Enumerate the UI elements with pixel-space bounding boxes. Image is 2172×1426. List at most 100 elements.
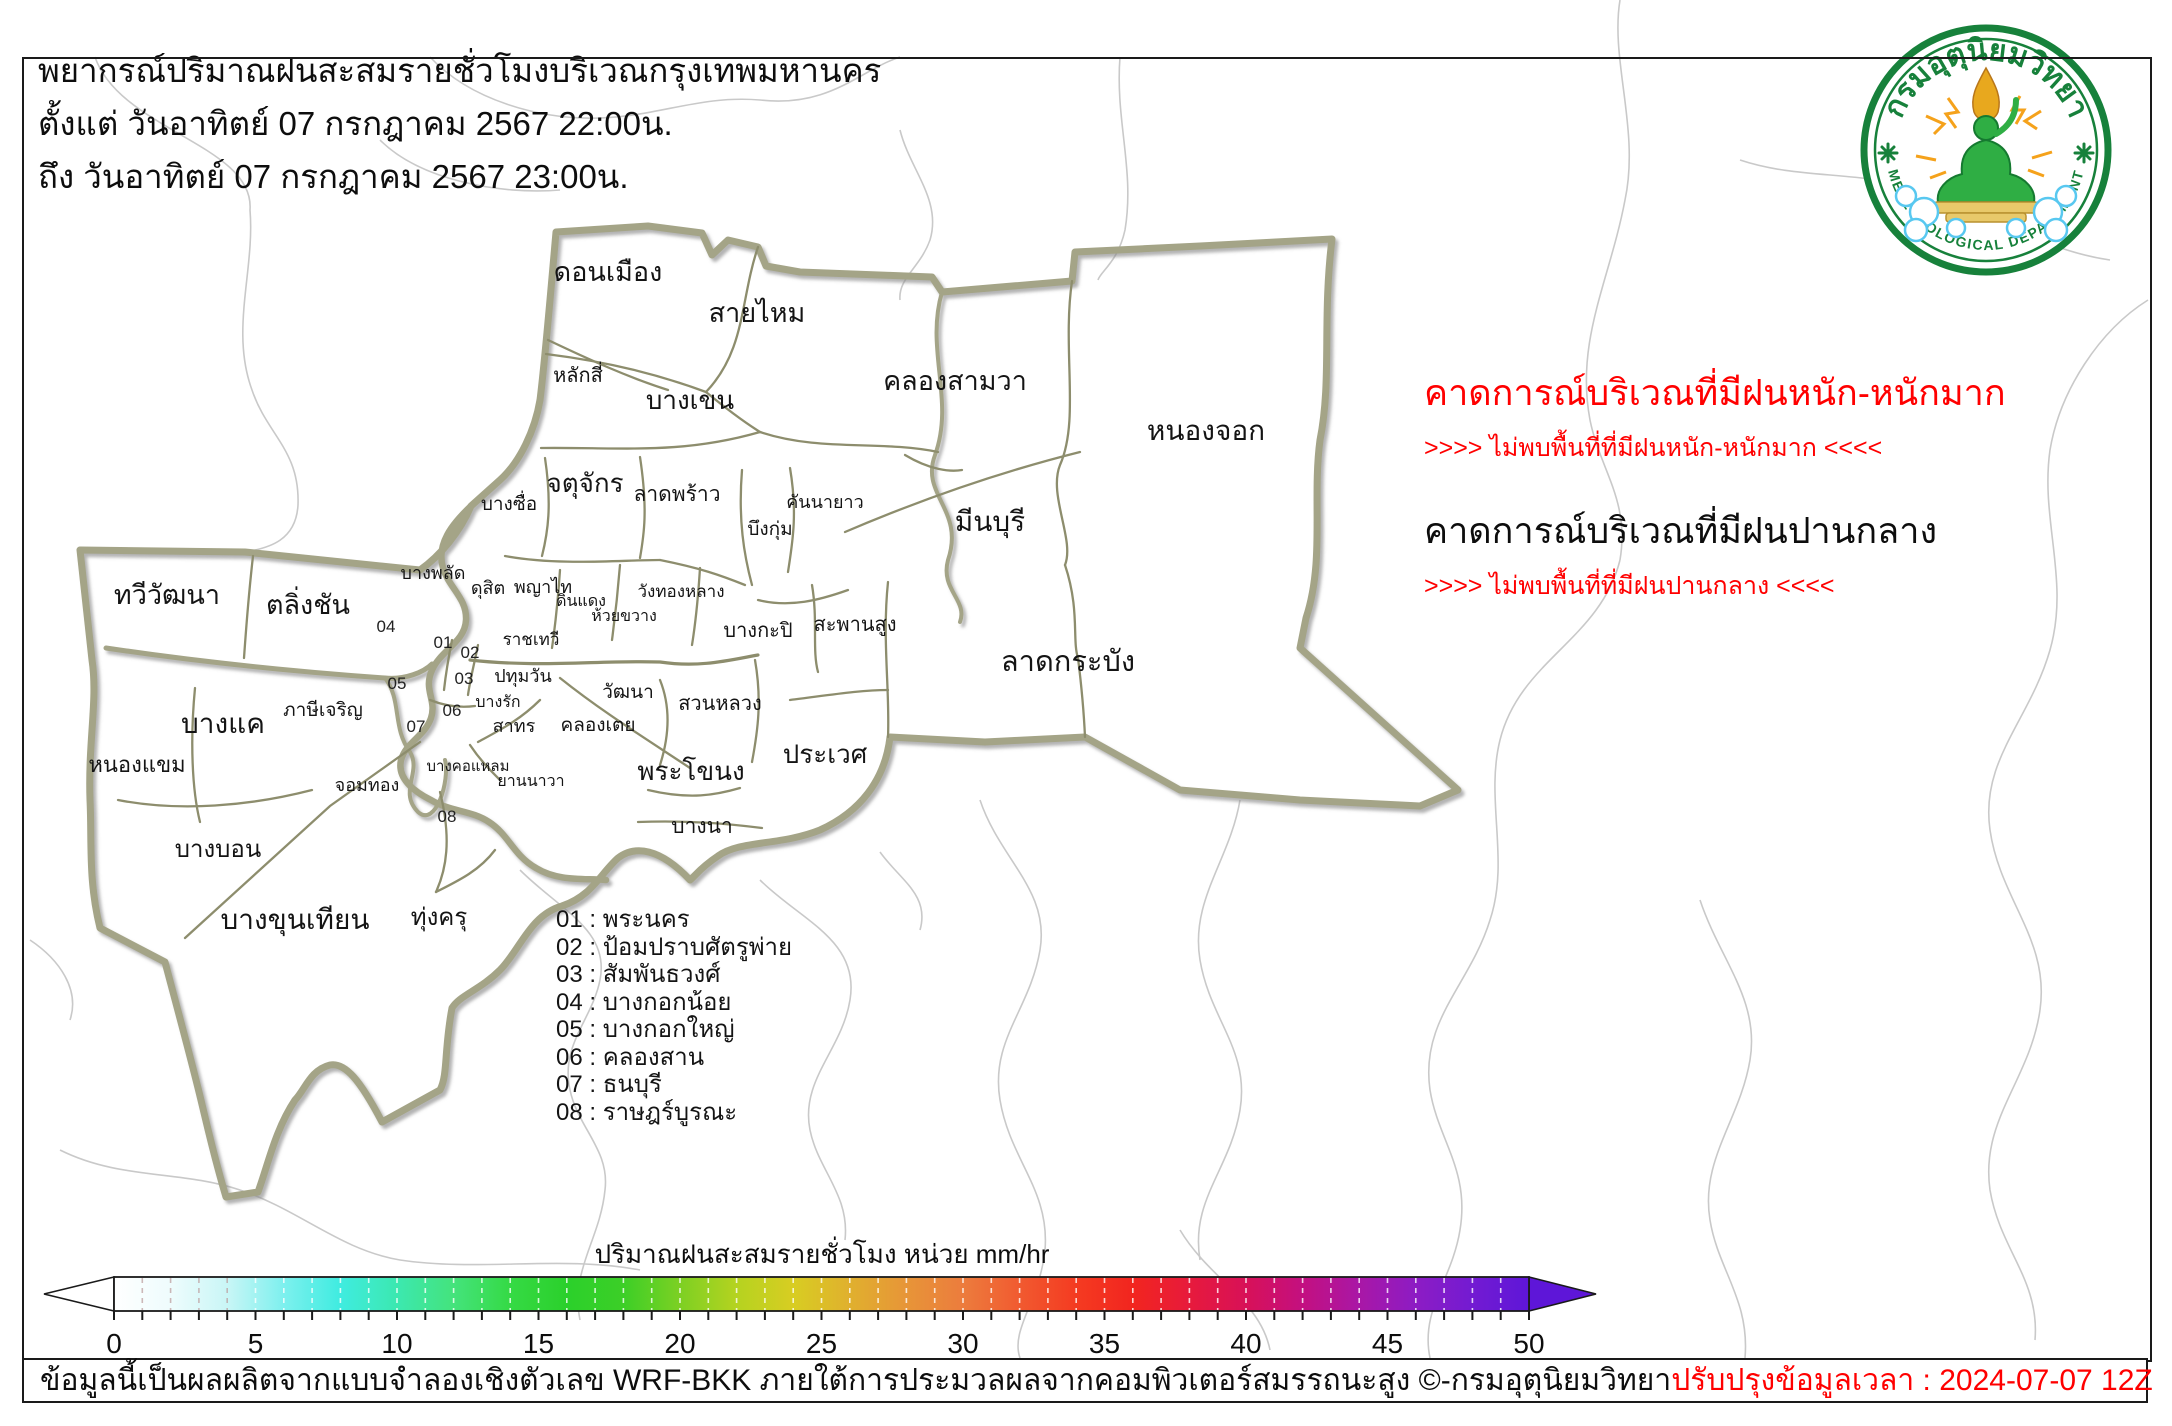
heavy-rain-result: >>>> ไม่พบพื้นที่ที่มีฝนหนัก-หนักมาก <<<…	[1424, 434, 1883, 462]
footer-bar: ข้อมูลนี้เป็นผลผลิตจากแบบจำลองเชิงตัวเลข…	[22, 1358, 2153, 1403]
canal-line-east	[929, 290, 964, 624]
moderate-rain-result: >>>> ไม่พบพื้นที่ที่มีฝนปานกลาง <<<<	[1424, 572, 1835, 600]
district-label: ปทุมวัน	[494, 666, 552, 687]
bangkok-province-outline	[76, 222, 1462, 1201]
logo-deity-art	[1877, 66, 2095, 243]
district-label: คันนายาว	[786, 492, 864, 512]
district-label: ทวีวัฒนา	[114, 580, 220, 610]
district-label: ภาษีเจริญ	[283, 699, 363, 721]
heavy-rain-heading: คาดการณ์บริเวณที่มีฝนหนัก-หนักมาก	[1424, 372, 2006, 413]
district-number-legend: 01 : พระนคร 02 : ป้อมปราบศัตรูพ่าย 03 : สั…	[556, 906, 792, 1126]
district-number-label: 04	[377, 617, 396, 636]
district-label: หนองจอก	[1147, 415, 1265, 446]
district-label: สวนหลวง	[678, 693, 762, 715]
district-number-label: 02	[461, 643, 480, 662]
title-line-2: ตั้งแต่ วันอาทิตย์ 07 กรกฎาคม 2567 22:00…	[38, 105, 673, 142]
district-number-label: 05	[388, 674, 407, 693]
district-label: บางขุนเทียน	[220, 904, 369, 937]
chom-thong-border	[383, 676, 448, 817]
colorbar-left-arrow	[43, 1275, 115, 1313]
district-number-labels: 04 01 02 03 05 06 07 08	[377, 617, 480, 826]
district-label: พระโขนง	[637, 756, 744, 786]
district-number-label: 07	[407, 717, 426, 736]
district-label: สะพานสูง	[813, 614, 896, 637]
legend-row: 06 : คลองสาน	[556, 1043, 705, 1071]
title-line-3: ถึง วันอาทิตย์ 07 กรกฎาคม 2567 23:00น.	[38, 158, 629, 195]
legend-row: 02 : ป้อมปราบศัตรูพ่าย	[556, 933, 793, 961]
district-label: ทุ่งครุ	[411, 904, 468, 932]
district-label: บางรัก	[475, 694, 520, 711]
district-label: ประเวศ	[783, 739, 868, 769]
district-label: พญาไท	[514, 576, 572, 597]
district-label: วังทองหลาง	[637, 582, 724, 601]
colorbar-tick-label: 40	[1230, 1328, 1261, 1359]
tmd-logo: กรมอุตุนิยมวิทยา METEOROLOGICAL DEPARTME…	[1860, 24, 2112, 276]
colorbar-tick-label: 45	[1372, 1328, 1403, 1359]
chao-phraya-river	[397, 502, 610, 884]
moderate-rain-heading: คาดการณ์บริเวณที่มีฝนปานกลาง	[1424, 510, 1938, 551]
colorbar-tick-label: 15	[523, 1328, 554, 1359]
colorbar-title: ปริมาณฝนสะสมรายชั่วโมง หน่วย mm/hr	[595, 1236, 1050, 1269]
title-line-1: พยากรณ์ปริมาณฝนสะสมรายชั่วโมงบริเวณกรุงเ…	[38, 52, 882, 89]
district-label: บางแค	[181, 708, 265, 739]
pedestal-base	[1945, 212, 2027, 223]
title-block: พยากรณ์ปริมาณฝนสะสมรายชั่วโมงบริเวณกรุงเ…	[38, 44, 881, 203]
province-outline-group	[76, 222, 1462, 1201]
district-label: จอมทอง	[335, 775, 400, 795]
legend-row: 08 : ราษฎร์บูรณะ	[556, 1098, 738, 1126]
district-label: หนองแขม	[88, 752, 185, 777]
district-label: ห้วยขวาง	[591, 607, 657, 625]
cloud-icons	[1894, 184, 2078, 243]
lightning-rays-icon	[1915, 95, 2053, 180]
starburst-icons	[1877, 142, 2095, 164]
district-label: มีนบุรี	[955, 506, 1025, 539]
legend-row: 05 : บางกอกใหญ่	[556, 1016, 735, 1043]
district-label: ยานนาวา	[497, 773, 564, 790]
district-label: บางเขน	[646, 385, 734, 415]
district-label: ดุสิต	[471, 578, 505, 599]
district-label: ลาดพร้าว	[633, 483, 720, 506]
footer-updated-timestamp: ปรับปรุงข้อมูลเวลา : 2024-07-07 12Z	[1671, 1364, 2153, 1397]
district-label: บางบอน	[175, 836, 261, 863]
district-label: สายไหม	[709, 298, 806, 328]
district-label: บางคอแหลม	[427, 758, 510, 775]
district-number-label: 06	[443, 701, 462, 720]
district-label: บางนา	[671, 815, 733, 838]
legend-row: 04 : บางกอกน้อย	[556, 988, 732, 1016]
colorbar-tick-label: 35	[1089, 1328, 1120, 1359]
district-number-label: 08	[438, 807, 457, 826]
colorbar-tick-label: 25	[806, 1328, 837, 1359]
district-label: ตลิ่งชัน	[266, 586, 350, 620]
colorbar: ปริมาณฝนสะสมรายชั่วโมง หน่วย mm/hr 0 5 10 1…	[43, 1236, 1597, 1359]
logo-inner-ring	[1873, 37, 2099, 263]
legend-row: 03 : สัมพันธวงศ์	[556, 961, 721, 988]
district-label: จตุจักร	[546, 468, 623, 499]
legend-row: 01 : พระนคร	[556, 906, 690, 933]
colorbar-tick-label: 10	[381, 1328, 412, 1359]
colorbar-ticks	[113, 1311, 1530, 1320]
colorbar-tick-label: 50	[1513, 1328, 1544, 1359]
district-label: คลองสามวา	[883, 366, 1027, 396]
district-label: บึงกุ่ม	[747, 519, 792, 541]
district-label: ลาดกระบัง	[1001, 646, 1135, 678]
colorbar-tick-label: 5	[248, 1328, 264, 1359]
district-number-label: 01	[434, 633, 453, 652]
district-label: ราชเทวี	[503, 630, 560, 649]
district-label: คลองเตย	[560, 715, 635, 736]
district-label: หลักสี่	[553, 361, 603, 387]
colorbar-tick-labels: 0 5 10 15 20 25 30 35 40 45 50	[106, 1328, 1544, 1359]
district-label: ดอนเมือง	[554, 257, 663, 287]
colorbar-tick-label: 0	[106, 1328, 122, 1359]
district-label: บางพลัด	[401, 563, 466, 583]
legend-row: 07 : ธนบุรี	[556, 1071, 662, 1098]
district-label: สาทร	[493, 716, 536, 736]
district-label: ดินแดง	[556, 593, 606, 610]
outside-province-lines	[29, 0, 2149, 1359]
colorbar-tick-label: 20	[664, 1328, 695, 1359]
district-label: วัฒนา	[602, 682, 654, 703]
district-label: บางกะปิ	[723, 620, 792, 642]
footer-disclaimer: ข้อมูลนี้เป็นผลผลิตจากแบบจำลองเชิงตัวเลข…	[40, 1364, 1672, 1397]
